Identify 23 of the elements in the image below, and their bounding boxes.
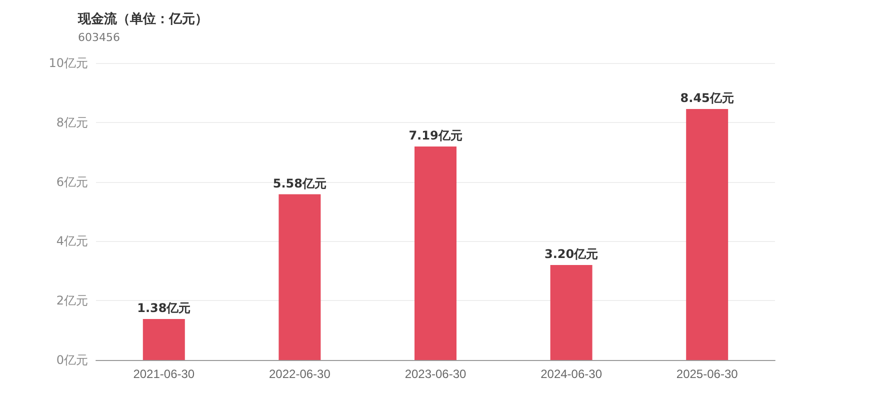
x-tick-label: 2022-06-30: [269, 367, 331, 381]
x-tick-label: 2025-06-30: [676, 367, 738, 381]
chart-title: 现金流（单位：亿元）: [77, 11, 208, 27]
data-label: 1.38亿元: [137, 301, 191, 316]
y-tick-label: 10亿元: [48, 56, 88, 70]
x-tick-label: 2024-06-30: [540, 367, 602, 381]
y-tick-label: 0亿元: [56, 353, 88, 367]
bar: [550, 264, 592, 360]
data-label: 5.58亿元: [272, 176, 327, 190]
y-tick-label: 2亿元: [56, 294, 88, 308]
x-tick-label: 2021-06-30: [133, 367, 195, 381]
y-tick-label: 4亿元: [56, 234, 88, 248]
bar: [278, 194, 321, 360]
data-label: 3.20亿元: [544, 246, 598, 261]
bar: [686, 109, 728, 360]
data-label: 7.19亿元: [408, 128, 462, 142]
bar: [414, 146, 456, 360]
chart-subtitle: 603456: [78, 31, 120, 44]
y-tick-label: 8亿元: [56, 115, 88, 130]
x-tick-label: 2023-06-30: [404, 367, 467, 381]
y-tick-label: 6亿元: [56, 174, 88, 189]
data-label: 8.45亿元: [680, 91, 734, 106]
bar: [142, 319, 185, 360]
